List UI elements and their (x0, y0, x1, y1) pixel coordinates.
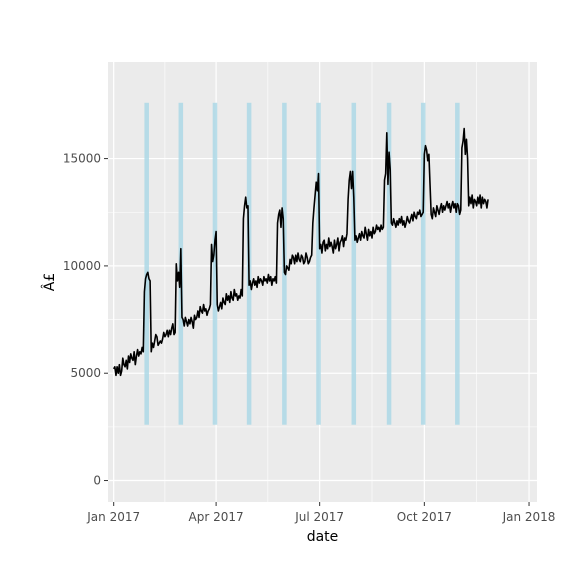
x-tick-label: Jan 2018 (502, 510, 556, 524)
highlight-band (386, 102, 392, 425)
y-tick-label: 5000 (70, 366, 101, 380)
x-axis-title: date (307, 529, 339, 545)
y-tick-label: 15000 (63, 152, 101, 166)
highlight-band (351, 102, 357, 425)
x-tick-label: Oct 2017 (397, 510, 452, 524)
highlight-band (212, 102, 218, 425)
highlight-band (316, 102, 321, 425)
y-axis: 0 5000 10000 15000 (63, 152, 108, 488)
highlight-band (455, 102, 460, 425)
x-tick-label: Jan 2017 (86, 510, 140, 524)
plot-panel (108, 62, 537, 502)
y-tick-label: 0 (93, 474, 101, 488)
x-tick-label: Apr 2017 (189, 510, 244, 524)
highlight-band (420, 102, 426, 425)
highlight-band (144, 102, 149, 425)
y-tick-label: 10000 (63, 259, 101, 273)
series-line (112, 127, 489, 377)
x-tick-label: Jul 2017 (294, 510, 344, 524)
y-axis-title: Â£ (40, 273, 58, 291)
x-axis: Jan 2017 Apr 2017 Jul 2017 Oct 2017 Jan 2018 (86, 502, 555, 524)
